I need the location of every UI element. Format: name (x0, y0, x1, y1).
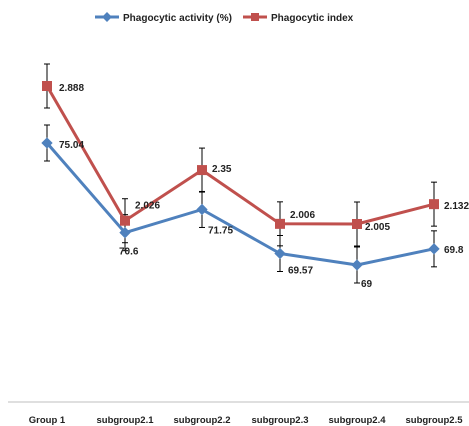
point-1-4 (352, 219, 362, 229)
legend: Phagocytic activity (%) Phagocytic index (95, 12, 354, 24)
data-label-0-1: 70.6 (119, 247, 139, 258)
data-label-1-0: 2.888 (59, 83, 84, 94)
error-bars (44, 63, 437, 284)
data-label-1-4: 2.005 (365, 222, 390, 233)
point-1-2 (197, 165, 207, 176)
data-label-1-2: 2.35 (212, 164, 232, 175)
x-tick-label-3: subgroup2.3 (251, 415, 308, 426)
data-label-1-3: 2.006 (290, 210, 315, 221)
legend-label-1: Phagocytic index (271, 13, 354, 24)
x-tick-label-4: subgroup2.4 (328, 415, 386, 426)
point-0-4 (351, 259, 363, 271)
data-label-0-4: 69 (361, 279, 373, 290)
x-tick-label-1: subgroup2.1 (96, 415, 154, 426)
legend-label-0: Phagocytic activity (%) (123, 13, 232, 24)
data-label-0-0: 75.04 (59, 140, 84, 151)
point-1-5 (429, 199, 439, 210)
series-markers (41, 81, 440, 271)
point-1-0 (42, 81, 52, 91)
point-1-3 (275, 218, 285, 229)
data-label-0-5: 69.8 (444, 245, 464, 256)
data-labels: 75.04 70.6 71.75 69.57 69 69.8 2.888 2.026 2.35 2… (59, 83, 469, 290)
point-1-1 (120, 215, 130, 226)
point-0-0 (41, 137, 53, 149)
point-0-5 (428, 243, 440, 255)
x-tick-label-2: subgroup2.2 (173, 415, 230, 426)
legend-marker-1 (251, 13, 259, 21)
data-label-0-3: 69.57 (288, 265, 313, 276)
data-label-1-1: 2.026 (135, 201, 160, 212)
legend-marker-0 (102, 12, 112, 22)
x-tick-label-0: Group 1 (29, 415, 66, 426)
point-0-3 (274, 247, 286, 260)
series-lines (45, 85, 435, 267)
series-line-0 (45, 142, 435, 267)
data-label-1-5: 2.132 (444, 201, 469, 212)
point-0-2 (196, 203, 208, 216)
series-line-1 (45, 85, 435, 226)
x-axis-ticks: Group 1 subgroup2.1 subgroup2.2 subgroup2.3… (29, 415, 463, 426)
x-tick-label-5: subgroup2.5 (405, 415, 463, 426)
data-label-0-2: 71.75 (208, 225, 233, 236)
